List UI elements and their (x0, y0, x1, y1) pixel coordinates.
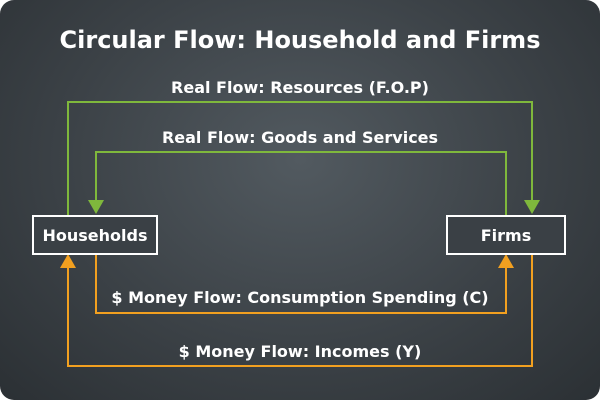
firms-box (446, 215, 566, 255)
consumption-flow-line (95, 254, 507, 314)
households-box (32, 215, 158, 255)
goods-flow-label: Real Flow: Goods and Services (162, 128, 438, 147)
households-label: Households (43, 226, 148, 245)
consumption-flow-arrowhead (498, 254, 514, 268)
consumption-flow-label: $ Money Flow: Consumption Spending (C) (111, 288, 488, 307)
firms-label: Firms (481, 226, 532, 245)
incomes-flow-line (67, 254, 533, 367)
goods-flow-arrowhead (88, 200, 104, 214)
resources-flow-label: Real Flow: Resources (F.O.P) (171, 78, 429, 97)
resources-flow-line (67, 101, 533, 216)
resources-flow-arrowhead (524, 200, 540, 214)
incomes-flow-arrowhead (60, 254, 76, 268)
incomes-flow-label: $ Money Flow: Incomes (Y) (179, 342, 422, 361)
diagram-title: Circular Flow: Household and Firms (60, 26, 541, 54)
goods-flow-line (95, 151, 507, 216)
